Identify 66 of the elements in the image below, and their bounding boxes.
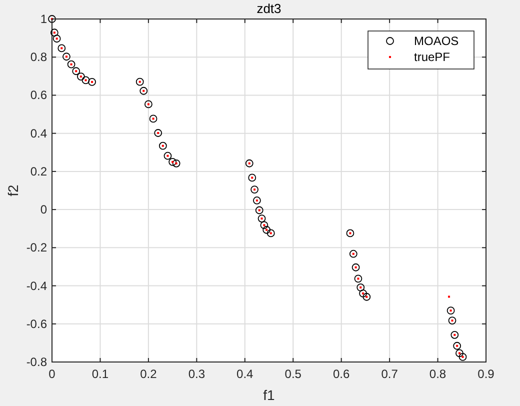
point <box>76 72 85 80</box>
point <box>136 78 144 86</box>
x-tick-label: 0.5 <box>284 367 302 381</box>
point <box>252 196 261 204</box>
point <box>52 34 61 43</box>
point <box>448 316 456 325</box>
x-tick-label: 0.4 <box>236 367 254 381</box>
y-tick-label: 0.6 <box>30 88 48 102</box>
point <box>453 342 462 350</box>
y-axis-title: f2 <box>5 184 21 196</box>
point <box>50 28 58 37</box>
y-tick-label: 0.4 <box>30 126 48 140</box>
y-tick-label: -0.2 <box>26 240 48 255</box>
point <box>144 100 152 108</box>
point <box>164 152 172 160</box>
point <box>356 283 365 292</box>
point <box>172 159 180 168</box>
point <box>168 158 177 166</box>
x-tick-label: 0.3 <box>188 367 206 381</box>
point <box>458 352 467 361</box>
y-tick-label: -0.8 <box>26 355 48 369</box>
point <box>88 78 96 86</box>
x-tick-label: 0.9 <box>478 367 495 381</box>
point <box>446 306 455 315</box>
point <box>248 174 256 182</box>
point <box>62 52 70 61</box>
x-tick-label: 0.7 <box>381 367 398 381</box>
point <box>359 289 367 298</box>
point <box>245 159 254 168</box>
point <box>456 349 464 358</box>
chart-title: zdt3 <box>256 1 282 16</box>
point <box>154 129 162 137</box>
point <box>67 60 76 68</box>
point <box>349 250 358 258</box>
y-tick-label: 0 <box>40 202 48 217</box>
legend-label: truePF <box>414 50 450 64</box>
point <box>266 229 275 238</box>
x-tick-label: 0.2 <box>140 367 158 381</box>
point <box>352 263 360 272</box>
point <box>72 67 80 76</box>
point <box>346 229 354 238</box>
point <box>140 86 148 95</box>
y-tick-label: 1 <box>40 12 48 26</box>
y-tick-label: -0.6 <box>26 316 48 331</box>
x-tick-label: 0 <box>48 367 56 381</box>
point <box>450 330 459 339</box>
point <box>362 292 371 301</box>
point <box>250 186 258 194</box>
point <box>82 76 90 84</box>
point <box>48 15 56 23</box>
y-tick-label: 0.8 <box>30 50 48 64</box>
legend-label: MOAOS <box>414 34 459 48</box>
point <box>262 226 271 234</box>
x-tick-label: 0.8 <box>429 367 446 381</box>
x-axis-title: f1 <box>263 387 276 403</box>
point <box>260 221 268 230</box>
y-tick-label: -0.4 <box>26 278 48 293</box>
point <box>149 114 158 123</box>
point <box>58 44 66 52</box>
point <box>258 214 266 222</box>
x-tick-label: 0.1 <box>92 367 109 381</box>
point <box>158 142 167 150</box>
point <box>354 274 362 283</box>
y-tick-label: 0.2 <box>30 164 48 178</box>
x-tick-label: 0.6 <box>332 367 350 381</box>
point <box>255 206 264 214</box>
